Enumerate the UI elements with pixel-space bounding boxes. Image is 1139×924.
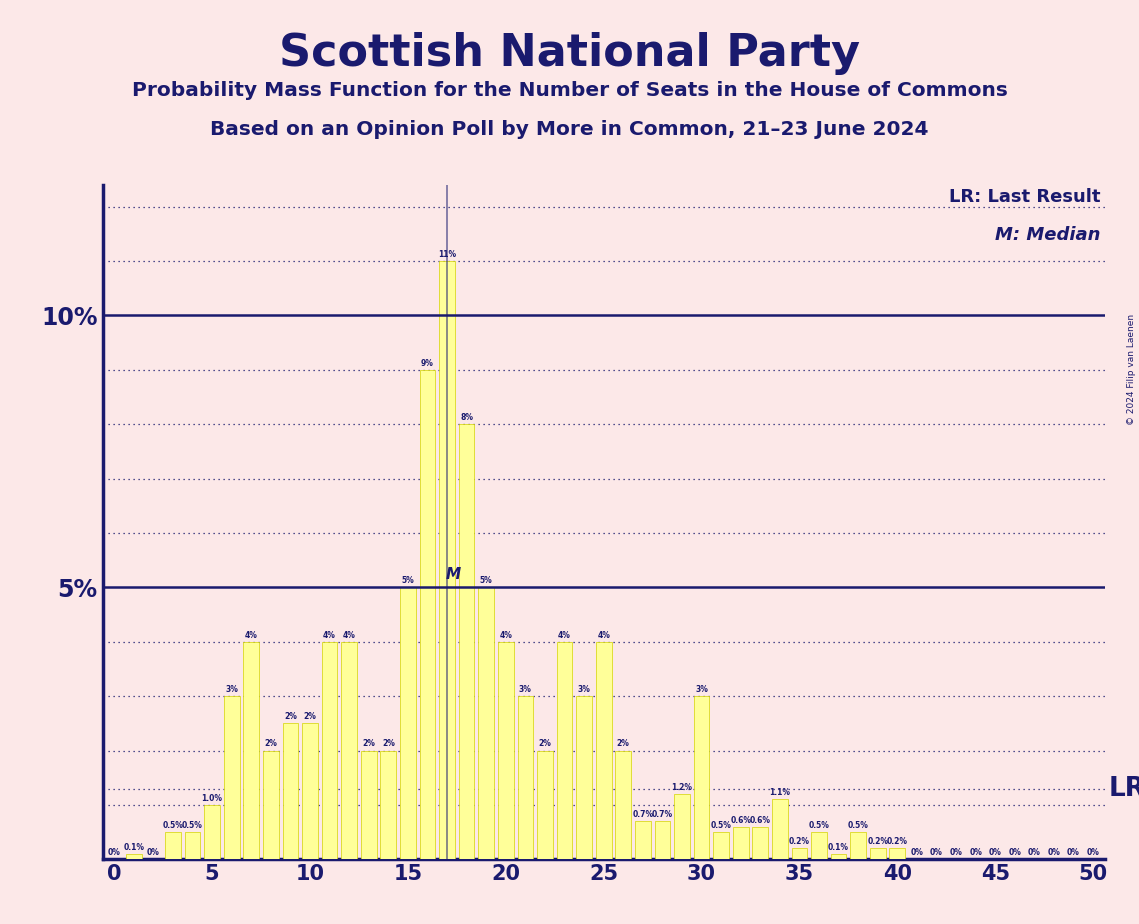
Text: 0.7%: 0.7% (652, 810, 673, 819)
Text: 2%: 2% (284, 712, 297, 721)
Bar (244, 642, 259, 859)
Bar (321, 642, 337, 859)
Text: 3%: 3% (226, 685, 238, 694)
Text: 0%: 0% (1087, 848, 1099, 857)
Text: Probability Mass Function for the Number of Seats in the House of Commons: Probability Mass Function for the Number… (132, 81, 1007, 101)
Text: 1.1%: 1.1% (769, 788, 790, 797)
Text: 4%: 4% (323, 630, 336, 639)
Bar (282, 723, 298, 859)
Text: 9%: 9% (421, 359, 434, 368)
Text: 0.5%: 0.5% (711, 821, 731, 830)
Bar (753, 827, 768, 859)
Text: 0.5%: 0.5% (182, 821, 203, 830)
Text: 8%: 8% (460, 413, 473, 422)
Text: 4%: 4% (245, 630, 257, 639)
Bar (440, 261, 454, 859)
Text: 4%: 4% (499, 630, 513, 639)
Text: 3%: 3% (577, 685, 590, 694)
Bar (204, 805, 220, 859)
Text: 5%: 5% (402, 577, 415, 585)
Text: 0.7%: 0.7% (632, 810, 654, 819)
Bar (713, 833, 729, 859)
Text: Based on an Opinion Poll by More in Common, 21–23 June 2024: Based on an Opinion Poll by More in Comm… (211, 120, 928, 140)
Bar (890, 848, 906, 859)
Bar (694, 696, 710, 859)
Bar (636, 821, 650, 859)
Bar (870, 848, 885, 859)
Bar (361, 750, 377, 859)
Bar (851, 833, 866, 859)
Text: 2%: 2% (304, 712, 317, 721)
Text: LR: Last Result: LR: Last Result (950, 188, 1101, 205)
Text: 3%: 3% (695, 685, 708, 694)
Bar (615, 750, 631, 859)
Bar (302, 723, 318, 859)
Bar (732, 827, 748, 859)
Text: 0%: 0% (969, 848, 982, 857)
Text: Scottish National Party: Scottish National Party (279, 32, 860, 76)
Text: 0%: 0% (989, 848, 1001, 857)
Bar (126, 854, 141, 859)
Text: 5%: 5% (480, 577, 492, 585)
Text: 0.5%: 0.5% (809, 821, 829, 830)
Text: M: M (445, 567, 460, 582)
Text: M: Median: M: Median (995, 225, 1101, 244)
Text: 0.2%: 0.2% (789, 837, 810, 846)
Text: 4%: 4% (558, 630, 571, 639)
Text: 11%: 11% (439, 249, 456, 259)
Text: 0.5%: 0.5% (163, 821, 183, 830)
Bar (517, 696, 533, 859)
Bar (478, 588, 494, 859)
Bar (224, 696, 239, 859)
Text: 0%: 0% (910, 848, 924, 857)
Text: 2%: 2% (617, 739, 630, 748)
Bar (538, 750, 552, 859)
Text: 2%: 2% (382, 739, 395, 748)
Text: 0.6%: 0.6% (730, 816, 752, 824)
Text: 0%: 0% (108, 848, 121, 857)
Bar (596, 642, 612, 859)
Text: 0.1%: 0.1% (123, 843, 145, 852)
Text: 0.2%: 0.2% (887, 837, 908, 846)
Bar (557, 642, 572, 859)
Text: 1.0%: 1.0% (202, 794, 222, 803)
Bar (772, 799, 788, 859)
Text: 0.1%: 0.1% (828, 843, 849, 852)
Text: 0%: 0% (931, 848, 943, 857)
Text: 2%: 2% (539, 739, 551, 748)
Bar (674, 794, 690, 859)
Text: 4%: 4% (343, 630, 355, 639)
Text: 0%: 0% (1067, 848, 1080, 857)
Text: © 2024 Filip van Laenen: © 2024 Filip van Laenen (1126, 314, 1136, 425)
Text: 0%: 0% (1027, 848, 1041, 857)
Text: 0.5%: 0.5% (847, 821, 869, 830)
Bar (419, 370, 435, 859)
Text: 3%: 3% (519, 685, 532, 694)
Bar (380, 750, 396, 859)
Bar (811, 833, 827, 859)
Bar (165, 833, 181, 859)
Text: 0%: 0% (950, 848, 962, 857)
Text: 0.6%: 0.6% (749, 816, 771, 824)
Text: 4%: 4% (597, 630, 611, 639)
Text: 0%: 0% (147, 848, 159, 857)
Text: 2%: 2% (362, 739, 375, 748)
Text: 0%: 0% (1048, 848, 1060, 857)
Text: 0.2%: 0.2% (867, 837, 888, 846)
Bar (830, 854, 846, 859)
Bar (263, 750, 279, 859)
Bar (792, 848, 808, 859)
Bar (400, 588, 416, 859)
Text: 1.2%: 1.2% (672, 783, 693, 792)
Bar (576, 696, 592, 859)
Bar (185, 833, 200, 859)
Text: 2%: 2% (264, 739, 277, 748)
Bar (342, 642, 357, 859)
Text: LR: LR (1108, 775, 1139, 802)
Text: 0%: 0% (1008, 848, 1022, 857)
Bar (498, 642, 514, 859)
Bar (459, 424, 475, 859)
Bar (655, 821, 670, 859)
